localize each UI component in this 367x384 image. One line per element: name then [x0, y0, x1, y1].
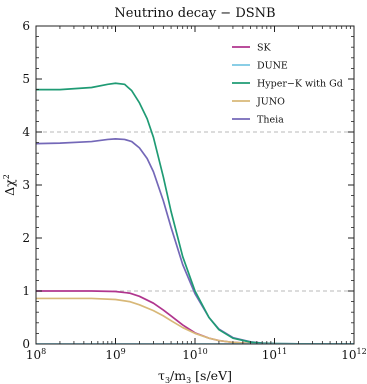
x-tick-label-3: 1011: [262, 347, 287, 362]
y-tick-label-4: 4: [22, 125, 30, 139]
x-tick-label-1: 109: [105, 347, 125, 362]
x-tick-exponent: 12: [357, 347, 367, 356]
chart-title: Neutrino decay − DSNB: [114, 6, 275, 21]
legend-label-3: JUNO: [256, 97, 285, 108]
y-label-sup: 2: [2, 174, 11, 179]
series-line-2: [36, 82, 354, 344]
x-tick-base: 10: [182, 348, 197, 362]
x-tick-exponent: 9: [121, 347, 126, 356]
y-tick-label-6: 6: [22, 19, 30, 33]
x-label-sub: 3: [165, 376, 170, 384]
y-tick-label-2: 2: [22, 231, 30, 245]
legend-label-2: Hyper−K with Gd: [257, 79, 343, 90]
x-tick-label-0: 108: [26, 347, 46, 362]
plot-frame: [35, 25, 355, 345]
x-label-sub2: 3: [186, 376, 191, 384]
legend-label-4: Theia: [257, 115, 284, 126]
x-tick-exponent: 8: [41, 347, 46, 356]
x-label-mid: /m: [170, 368, 186, 383]
y-tick-label-1: 1: [22, 284, 30, 298]
legend-label-1: DUNE: [257, 61, 288, 72]
x-tick-base: 10: [26, 348, 41, 362]
series-line-3: [36, 297, 354, 344]
y-tick-label-3: 3: [22, 178, 30, 192]
x-label-tau: τ: [158, 368, 165, 383]
legend-label-0: SK: [257, 43, 272, 54]
x-tick-label-2: 1010: [182, 347, 207, 362]
y-tick-label-0: 0: [22, 337, 30, 351]
x-tick-base: 10: [262, 348, 277, 362]
x-label-units: [s/eV]: [191, 368, 232, 383]
x-tick-base: 10: [105, 348, 120, 362]
x-tick-base: 10: [341, 348, 356, 362]
x-tick-exponent: 10: [198, 347, 208, 356]
x-axis-label: τ3/m3 [s/eV]: [158, 368, 232, 384]
y-label-delta-chi: Δχ: [2, 179, 17, 196]
x-tick-label-4: 1012: [341, 347, 366, 362]
plot-area-background: [36, 26, 354, 344]
y-axis-label: Δχ2: [2, 174, 17, 196]
y-tick-label-5: 5: [22, 72, 30, 86]
x-tick-exponent: 11: [277, 347, 287, 356]
